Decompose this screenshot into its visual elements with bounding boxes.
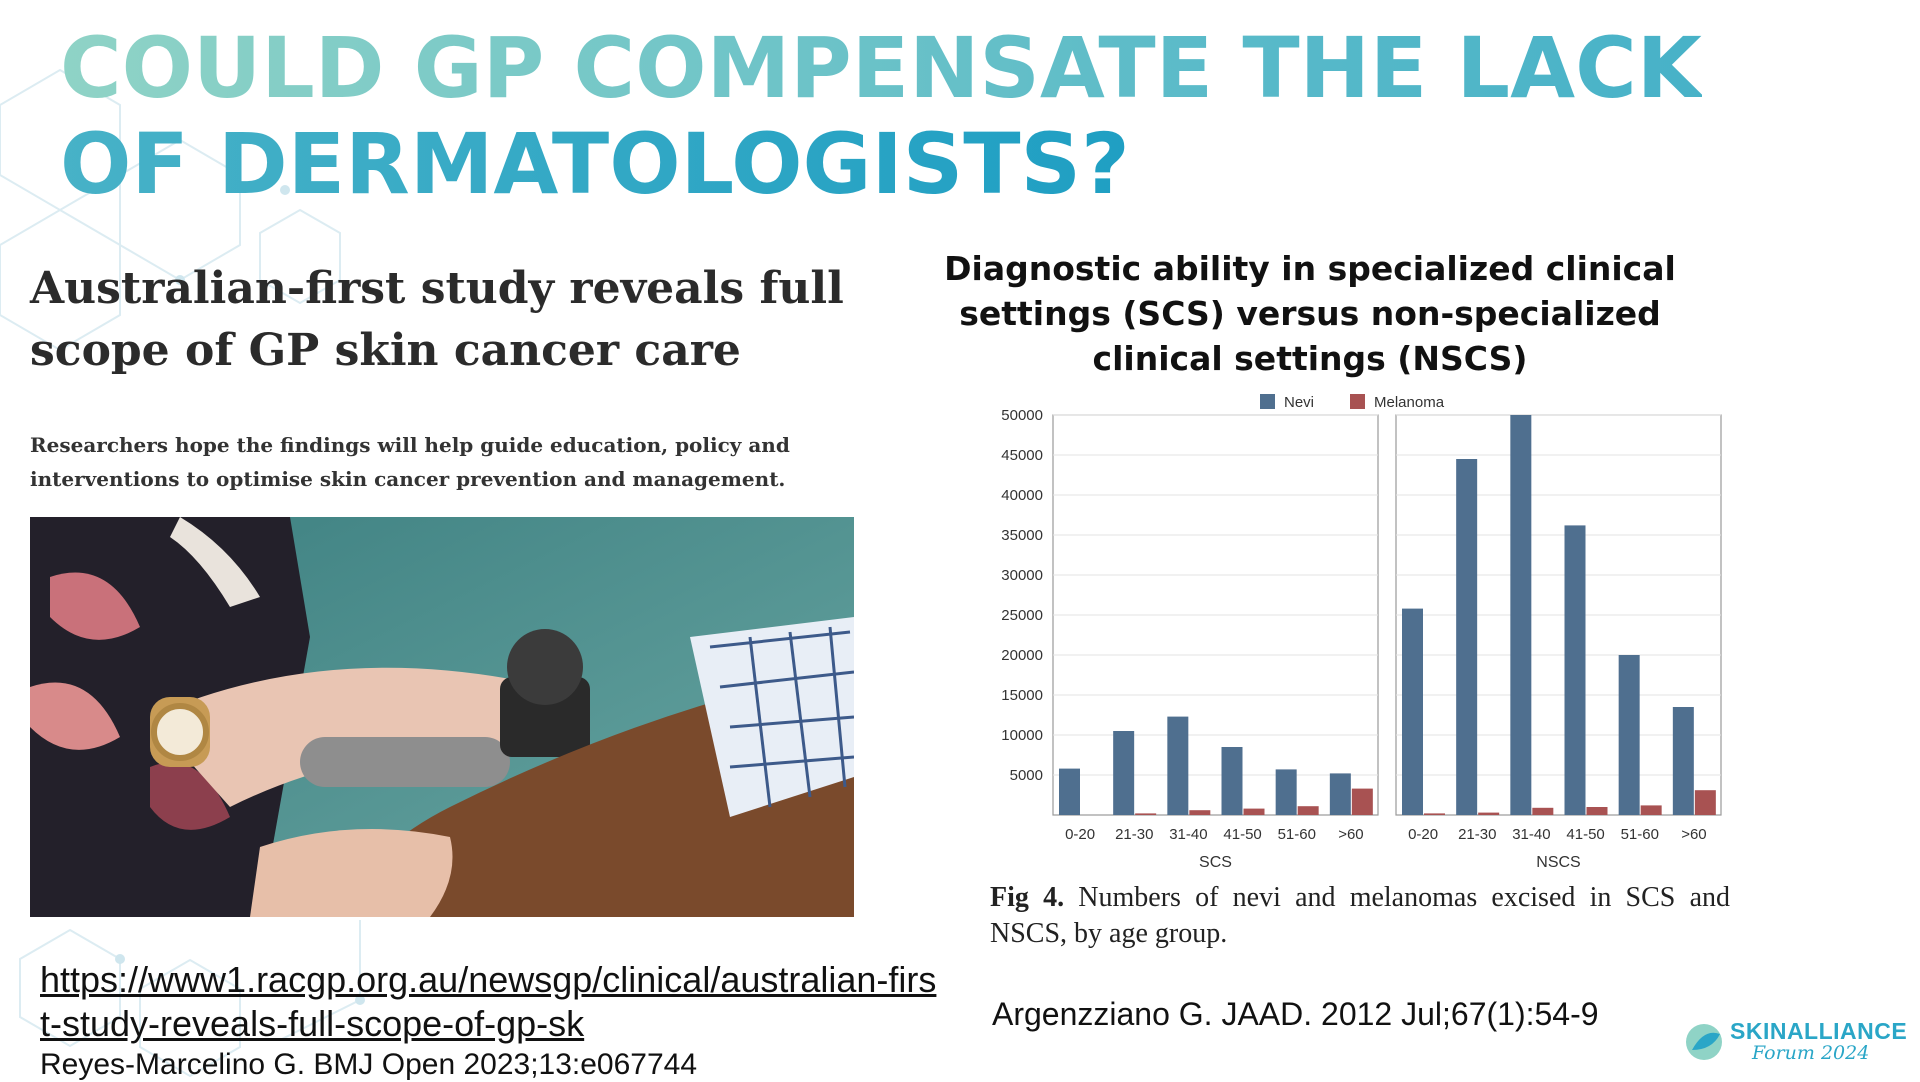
bar <box>1402 608 1423 815</box>
legend-swatch <box>1260 394 1275 409</box>
bar <box>1221 747 1243 815</box>
x-tick-label: >60 <box>1681 826 1706 843</box>
x-tick-label: 21-30 <box>1115 826 1153 843</box>
logo-name: SKINALLIANCE <box>1730 1018 1908 1044</box>
bar <box>1113 731 1135 815</box>
bar <box>1135 813 1157 815</box>
figure-caption: Fig 4. Numbers of nevi and melanomas exc… <box>990 880 1730 952</box>
skinalliance-logo: SKINALLIANCE Forum 2024 <box>1682 1012 1912 1072</box>
bar <box>1329 773 1351 815</box>
article-subtext: Researchers hope the findings will help … <box>30 433 790 491</box>
x-tick-label: 41-50 <box>1566 826 1604 843</box>
article-photo <box>30 517 854 917</box>
y-tick-label: 10000 <box>1001 727 1043 744</box>
bar <box>1243 808 1265 815</box>
bar <box>1351 788 1373 815</box>
x-tick-label: 51-60 <box>1278 826 1316 843</box>
x-tick-label: >60 <box>1338 826 1363 843</box>
x-tick-label: 0-20 <box>1408 826 1438 843</box>
bar-chart: 5000 10000 15000 20000 25000 30000 35000 40000 4… <box>1001 394 1722 871</box>
bar <box>1694 790 1716 815</box>
y-tick-label: 25000 <box>1001 607 1043 624</box>
chart-heading: Diagnostic ability in specialized clinic… <box>944 249 1676 378</box>
y-tick-label: 35000 <box>1001 527 1043 544</box>
panel-label: SCS <box>1199 854 1232 871</box>
y-tick-label: 20000 <box>1001 647 1043 664</box>
left-reference: Reyes-Marcelino G. BMJ Open 2023;13:e067… <box>40 1048 698 1081</box>
bar <box>1586 807 1608 815</box>
y-tick-label: 5000 <box>1010 767 1043 784</box>
bar <box>1189 810 1211 815</box>
bar <box>1532 807 1554 815</box>
x-tick-label: 21-30 <box>1458 826 1496 843</box>
x-tick-label: 51-60 <box>1621 826 1659 843</box>
x-tick-label: 41-50 <box>1223 826 1261 843</box>
y-tick-label: 45000 <box>1001 447 1043 464</box>
legend-swatch <box>1350 394 1365 409</box>
bar <box>1297 806 1319 815</box>
x-tick-label: 0-20 <box>1065 826 1095 843</box>
bar <box>1478 812 1500 815</box>
bar <box>1672 707 1694 815</box>
right-reference: Argenzziano G. JAAD. 2012 Jul;67(1):54-9 <box>992 996 1599 1032</box>
caption-text: Numbers of nevi and melanomas excised in… <box>990 882 1730 949</box>
caption-label: Fig 4. <box>990 882 1065 913</box>
x-tick-label: 31-40 <box>1169 826 1207 843</box>
y-tick-label: 40000 <box>1001 487 1043 504</box>
bar <box>1640 805 1662 815</box>
bar <box>1618 655 1640 815</box>
panel-label: NSCS <box>1536 854 1580 871</box>
bar <box>1167 716 1189 815</box>
bar <box>1059 768 1080 815</box>
y-tick-label: 15000 <box>1001 687 1043 704</box>
y-tick-label: 30000 <box>1001 567 1043 584</box>
bar <box>1510 415 1532 815</box>
logo-mark-icon <box>1686 1024 1722 1060</box>
legend-label: Melanoma <box>1374 394 1445 411</box>
bar <box>1275 769 1297 815</box>
bar <box>1564 525 1586 815</box>
slide-title: COULD GP COMPENSATE THE LACK OF DERMATOL… <box>60 19 1702 213</box>
bar <box>1424 813 1445 815</box>
x-tick-label: 31-40 <box>1512 826 1550 843</box>
legend-label: Nevi <box>1284 394 1314 411</box>
source-url-link[interactable]: https://www1.racgp.org.au/newsgp/clinica… <box>40 959 937 1044</box>
y-tick-label: 50000 <box>1001 407 1043 424</box>
logo-sub: Forum 2024 <box>1752 1042 1870 1064</box>
bar <box>1456 459 1478 815</box>
article-headline: Australian-first study reveals full scop… <box>30 263 844 376</box>
